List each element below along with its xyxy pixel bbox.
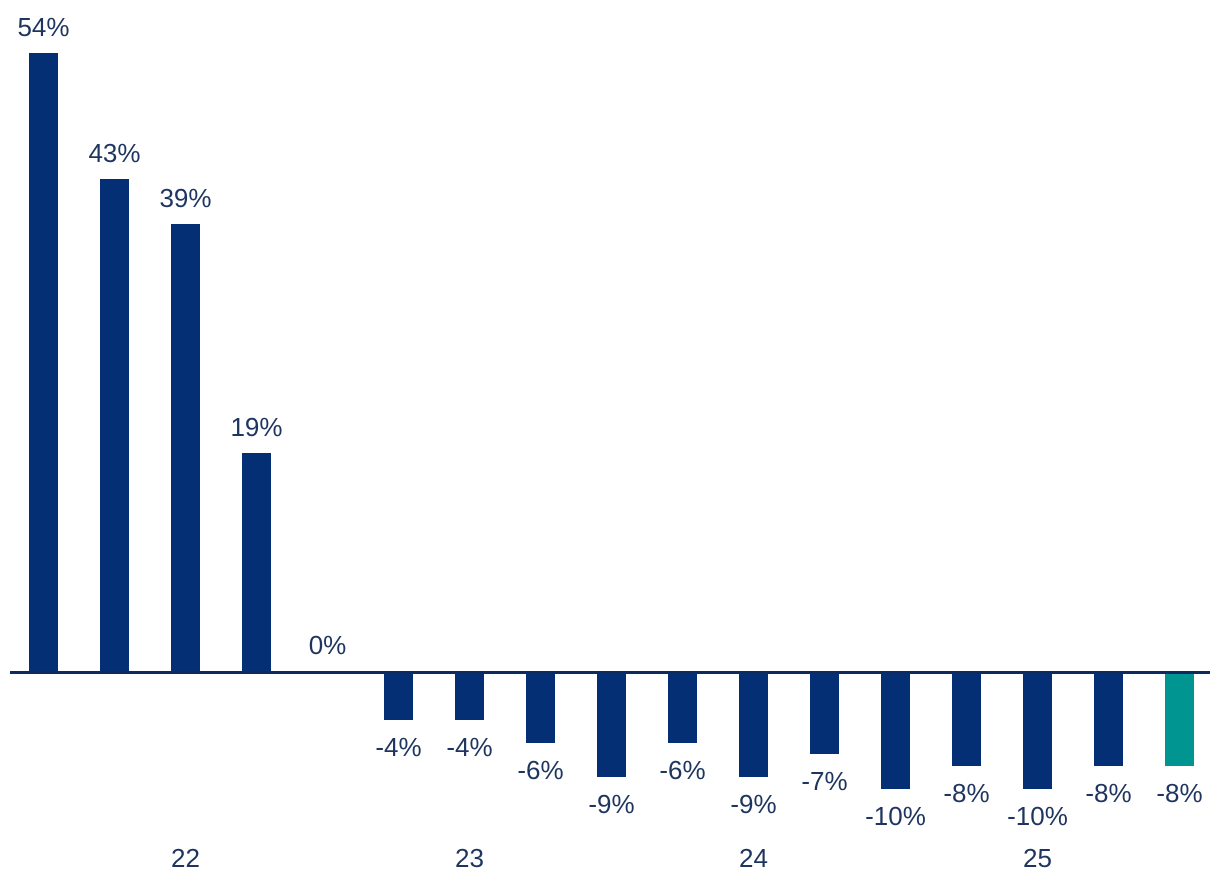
bar-value-label: -7%: [801, 766, 848, 796]
x-axis-tick-label: 22: [171, 843, 200, 873]
bar: [668, 674, 697, 743]
bar: [526, 674, 555, 743]
bar: [29, 53, 58, 671]
bar-highlighted: [1165, 674, 1194, 766]
bar: [100, 179, 129, 671]
bar-value-label: -4%: [446, 732, 493, 762]
bar-value-label: 39%: [159, 183, 212, 213]
bar-value-label: -9%: [730, 789, 777, 819]
bar-value-label: -6%: [659, 755, 706, 785]
bar: [1094, 674, 1123, 766]
bar-value-label: 43%: [88, 138, 141, 168]
bar-value-label: -8%: [1085, 778, 1132, 808]
bar: [739, 674, 768, 777]
bar-value-label: -10%: [1007, 801, 1068, 831]
bar-value-label: -10%: [865, 801, 926, 831]
bar: [384, 674, 413, 720]
bar-value-label: 19%: [230, 412, 283, 442]
x-axis-tick-label: 25: [1023, 843, 1052, 873]
x-axis-line: [10, 671, 1210, 674]
bar-value-label: 54%: [17, 12, 70, 42]
bar: [242, 453, 271, 671]
bar: [881, 674, 910, 789]
bar: [1023, 674, 1052, 789]
bar: [171, 224, 200, 671]
bar-value-label: -9%: [588, 789, 635, 819]
bar-value-label: -6%: [517, 755, 564, 785]
bar: [455, 674, 484, 720]
x-axis-tick-label: 24: [739, 843, 768, 873]
bar-value-label: -8%: [943, 778, 990, 808]
bar: [597, 674, 626, 777]
bar: [810, 674, 839, 754]
bar-value-label: -4%: [375, 732, 422, 762]
bar: [952, 674, 981, 766]
bar-value-label: 0%: [308, 630, 347, 660]
bar-value-label: -8%: [1156, 778, 1203, 808]
x-axis-tick-label: 23: [455, 843, 484, 873]
